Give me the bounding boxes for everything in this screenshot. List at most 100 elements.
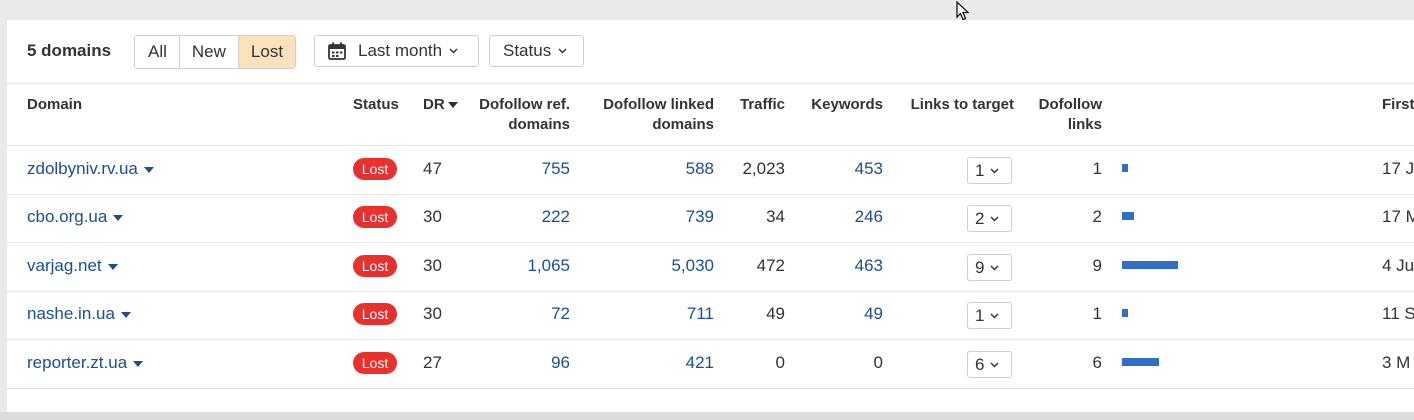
- column-header-links-to-target[interactable]: Links to target: [910, 96, 1014, 113]
- keywords-value[interactable]: 49: [864, 304, 883, 323]
- caret-down-icon[interactable]: [113, 214, 124, 221]
- first-seen-date: 11 Se: [1382, 304, 1414, 323]
- date-range-dropdown[interactable]: Last month: [314, 35, 479, 67]
- first-seen-date: 17 M: [1382, 207, 1414, 226]
- keywords-value[interactable]: 463: [854, 256, 883, 275]
- domain-link[interactable]: cbo.org.ua: [27, 206, 124, 228]
- domain-link[interactable]: varjag.net: [27, 255, 118, 277]
- dofollow-links-value: 9: [1092, 256, 1102, 275]
- traffic-value: 34: [766, 207, 785, 226]
- dofollow-links-value: 1: [1092, 159, 1102, 178]
- column-header-dofollow-links[interactable]: Dofollow links: [1039, 95, 1102, 135]
- links-to-target-select[interactable]: 2: [967, 205, 1012, 232]
- column-header-line: links: [1067, 116, 1102, 133]
- column-header-status[interactable]: Status: [353, 96, 399, 113]
- table-row: zdolbyniv.rv.ua Lost 47 755 588 2,023 453 1 1 17 …: [7, 146, 1414, 194]
- chevron-down-icon: [449, 48, 458, 54]
- dofollow-links-bar: [1122, 309, 1128, 317]
- domain-link[interactable]: nashe.in.ua: [27, 303, 131, 325]
- row-divider: [7, 194, 1414, 195]
- links-to-target-value: 6: [975, 354, 985, 374]
- status-dropdown[interactable]: Status: [489, 35, 584, 67]
- dofollow-links-bar: [1122, 358, 1159, 366]
- domain-name: zdolbyniv.rv.ua: [27, 159, 138, 178]
- toolbar: 5 domains All New Lost Last month Status: [7, 20, 1414, 84]
- status-badge: Lost: [353, 206, 397, 228]
- dofollow-ref-domains-link[interactable]: 222: [541, 207, 570, 226]
- dofollow-linked-domains-link[interactable]: 5,030: [671, 256, 714, 275]
- column-header-domain[interactable]: Domain: [27, 96, 83, 113]
- first-seen-date: 4 Ju: [1382, 256, 1414, 275]
- caret-down-icon[interactable]: [143, 166, 154, 173]
- domain-link[interactable]: zdolbyniv.rv.ua: [27, 158, 154, 180]
- filter-all-button[interactable]: All: [135, 36, 180, 68]
- filter-lost-button[interactable]: Lost: [238, 36, 296, 68]
- column-header-line: domains: [652, 116, 714, 133]
- column-header-line: Dofollow ref.: [479, 96, 570, 113]
- links-to-target-value: 1: [975, 160, 985, 180]
- caret-down-icon[interactable]: [133, 360, 144, 367]
- dr-value: 30: [423, 207, 442, 226]
- filter-new-button[interactable]: New: [180, 36, 239, 68]
- status-dropdown-label: Status: [503, 41, 552, 60]
- status-badge: Lost: [353, 352, 397, 374]
- domain-count: 5 domains: [27, 41, 112, 60]
- dofollow-ref-domains-link[interactable]: 72: [551, 304, 570, 323]
- status-badge: Lost: [353, 255, 397, 277]
- dofollow-linked-domains-link[interactable]: 588: [685, 159, 714, 178]
- column-header-dofollow-ref-domains[interactable]: Dofollow ref. domains: [479, 95, 570, 135]
- row-divider: [7, 242, 1414, 243]
- dofollow-ref-domains-link[interactable]: 755: [541, 159, 570, 178]
- first-seen-date: 17 J: [1382, 159, 1414, 178]
- sort-desc-icon: [447, 102, 458, 109]
- keywords-value[interactable]: 453: [854, 159, 883, 178]
- chevron-down-icon: [990, 215, 999, 222]
- dofollow-ref-domains-link[interactable]: 96: [551, 353, 570, 372]
- links-to-target-select[interactable]: 6: [967, 351, 1012, 378]
- column-header-line: Dofollow: [1038, 96, 1102, 113]
- column-header-line: domains: [508, 116, 570, 133]
- dofollow-ref-domains-link[interactable]: 1,065: [527, 256, 570, 275]
- chevron-down-icon: [990, 312, 999, 319]
- header-divider: [7, 145, 1414, 146]
- caret-down-icon[interactable]: [107, 263, 118, 270]
- links-to-target-select[interactable]: 9: [967, 254, 1012, 281]
- dr-value: 30: [423, 256, 442, 275]
- domains-panel: 5 domains All New Lost Last month Status: [7, 20, 1414, 388]
- status-badge: Lost: [353, 303, 397, 325]
- dofollow-links-value: 6: [1092, 353, 1102, 372]
- keywords-value[interactable]: 246: [854, 207, 883, 226]
- table-row: cbo.org.ua Lost 30 222 739 34 246 2 2 17 M: [7, 194, 1414, 242]
- horizontal-scrollbar[interactable]: [0, 412, 1414, 420]
- chevron-down-icon: [558, 48, 567, 54]
- links-to-target-select[interactable]: 1: [967, 157, 1012, 184]
- chevron-down-icon: [990, 167, 999, 174]
- calendar-icon: [328, 42, 346, 60]
- traffic-value: 49: [766, 304, 785, 323]
- traffic-value: 2,023: [742, 159, 785, 178]
- domain-name: varjag.net: [27, 256, 102, 275]
- status-badge: Lost: [353, 158, 397, 180]
- table-row: varjag.net Lost 30 1,065 5,030 472 463 9 9 4 Ju: [7, 243, 1414, 291]
- caret-down-icon[interactable]: [120, 311, 131, 318]
- links-to-target-value: 1: [975, 305, 985, 325]
- domain-link[interactable]: reporter.zt.ua: [27, 352, 144, 374]
- column-header-traffic[interactable]: Traffic: [739, 96, 785, 113]
- table-row: nashe.in.ua Lost 30 72 711 49 49 1 1 11 Se: [7, 291, 1414, 339]
- filter-segmented-control: All New Lost: [134, 35, 297, 69]
- column-header-dr-label: DR: [423, 96, 445, 113]
- domain-name: cbo.org.ua: [27, 207, 108, 226]
- dofollow-links-value: 1: [1092, 304, 1102, 323]
- column-header-dofollow-linked-domains[interactable]: Dofollow linked domains: [603, 95, 714, 135]
- row-divider: [7, 291, 1414, 292]
- keywords-value: 0: [873, 353, 883, 372]
- dofollow-linked-domains-link[interactable]: 711: [686, 304, 714, 323]
- column-header-dr[interactable]: DR: [423, 95, 458, 115]
- links-to-target-select[interactable]: 1: [967, 302, 1012, 329]
- traffic-value: 0: [775, 353, 785, 372]
- dofollow-linked-domains-link[interactable]: 421: [685, 353, 714, 372]
- dofollow-links-value: 2: [1092, 207, 1102, 226]
- column-header-first-seen[interactable]: First: [1382, 96, 1414, 113]
- column-header-keywords[interactable]: Keywords: [811, 96, 883, 113]
- dofollow-linked-domains-link[interactable]: 739: [685, 207, 714, 226]
